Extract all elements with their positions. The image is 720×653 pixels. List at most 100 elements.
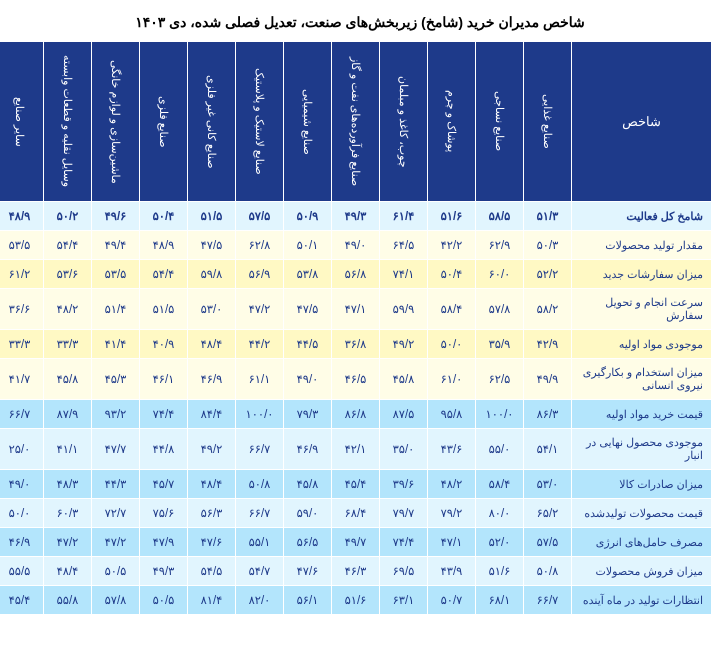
cell-value: ۵۰/۸ bbox=[524, 557, 572, 586]
cell-value: ۴۸/۹ bbox=[0, 202, 44, 231]
cell-value: ۶۹/۵ bbox=[380, 557, 428, 586]
cell-value: ۵۷/۸ bbox=[476, 289, 524, 330]
cell-value: ۵۵/۱ bbox=[236, 528, 284, 557]
cell-value: ۴۳/۶ bbox=[428, 429, 476, 470]
cell-value: ۱۰۰/۰ bbox=[236, 400, 284, 429]
cell-value: ۵۹/۰ bbox=[284, 499, 332, 528]
cell-value: ۸۷/۵ bbox=[380, 400, 428, 429]
cell-value: ۶۲/۸ bbox=[236, 231, 284, 260]
cell-value: ۵۰/۱ bbox=[284, 231, 332, 260]
cell-value: ۷۲/۷ bbox=[92, 499, 140, 528]
cell-value: ۴۷/۶ bbox=[188, 528, 236, 557]
row-label: مصرف حامل‌های انرژی bbox=[572, 528, 712, 557]
cell-value: ۷۴/۴ bbox=[140, 400, 188, 429]
cell-value: ۸۶/۳ bbox=[524, 400, 572, 429]
cell-value: ۴۸/۳ bbox=[44, 470, 92, 499]
row-label: مقدار تولید محصولات bbox=[572, 231, 712, 260]
cell-value: ۳۵/۰ bbox=[380, 429, 428, 470]
cell-value: ۴۵/۸ bbox=[284, 470, 332, 499]
cell-value: ۴۹/۰ bbox=[332, 231, 380, 260]
cell-value: ۷۴/۴ bbox=[380, 528, 428, 557]
cell-value: ۴۲/۹ bbox=[524, 330, 572, 359]
cell-value: ۵۴/۴ bbox=[140, 260, 188, 289]
cell-value: ۹۵/۸ bbox=[428, 400, 476, 429]
cell-value: ۵۴/۴ bbox=[44, 231, 92, 260]
row-label: میزان صادرات کالا bbox=[572, 470, 712, 499]
col-header: صنایع شیمیایی bbox=[284, 42, 332, 202]
cell-value: ۴۸/۴ bbox=[188, 330, 236, 359]
pmi-table: شاخص صنایع غذایی صنایع نساجی پوشاک و چرم… bbox=[0, 41, 712, 615]
col-header: صنایع فرآورده‌های نفت و گاز bbox=[332, 42, 380, 202]
cell-value: ۶۱/۲ bbox=[0, 260, 44, 289]
cell-value: ۷۹/۷ bbox=[380, 499, 428, 528]
table-body: شامخ کل فعالیت۵۱/۳۵۸/۵۵۱/۶۶۱/۴۴۹/۳۵۰/۹۵۷… bbox=[0, 202, 712, 615]
cell-value: ۵۸/۴ bbox=[476, 470, 524, 499]
cell-value: ۶۳/۱ bbox=[380, 586, 428, 615]
col-header: سایر صنایع bbox=[0, 42, 44, 202]
cell-value: ۶۰/۰ bbox=[476, 260, 524, 289]
cell-value: ۳۹/۶ bbox=[380, 470, 428, 499]
cell-value: ۵۰/۰ bbox=[428, 330, 476, 359]
cell-value: ۴۱/۱ bbox=[44, 429, 92, 470]
cell-value: ۵۱/۶ bbox=[476, 557, 524, 586]
cell-value: ۷۹/۲ bbox=[428, 499, 476, 528]
cell-value: ۴۷/۲ bbox=[236, 289, 284, 330]
cell-value: ۴۴/۳ bbox=[92, 470, 140, 499]
cell-value: ۴۵/۸ bbox=[380, 359, 428, 400]
cell-value: ۵۶/۹ bbox=[236, 260, 284, 289]
cell-value: ۵۵/۰ bbox=[476, 429, 524, 470]
table-row: مصرف حامل‌های انرژی۵۷/۵۵۲/۰۴۷/۱۷۴/۴۴۹/۷۵… bbox=[0, 528, 712, 557]
row-label: موجودی مواد اولیه bbox=[572, 330, 712, 359]
cell-value: ۵۷/۵ bbox=[236, 202, 284, 231]
cell-value: ۶۸/۱ bbox=[476, 586, 524, 615]
cell-value: ۴۰/۹ bbox=[140, 330, 188, 359]
cell-value: ۶۴/۵ bbox=[380, 231, 428, 260]
cell-value: ۴۷/۲ bbox=[92, 528, 140, 557]
col-header: صنایع کانی غیر فلزی bbox=[188, 42, 236, 202]
col-header: وسایل نقلیه و قطعات وابسته bbox=[44, 42, 92, 202]
cell-value: ۴۸/۴ bbox=[188, 470, 236, 499]
cell-value: ۵۰/۵ bbox=[92, 557, 140, 586]
col-header: صنایع لاستیک و پلاستیک bbox=[236, 42, 284, 202]
cell-value: ۴۶/۵ bbox=[332, 359, 380, 400]
cell-value: ۵۳/۰ bbox=[524, 470, 572, 499]
table-container: شاخص مدیران خرید (شامخ) زیربخش‌های صنعت،… bbox=[0, 0, 720, 623]
row-label: انتظارات تولید در ماه آینده bbox=[572, 586, 712, 615]
cell-value: ۵۰/۹ bbox=[284, 202, 332, 231]
cell-value: ۴۴/۸ bbox=[140, 429, 188, 470]
table-row: شامخ کل فعالیت۵۱/۳۵۸/۵۵۱/۶۶۱/۴۴۹/۳۵۰/۹۵۷… bbox=[0, 202, 712, 231]
row-label: سرعت انجام و تحویل سفارش bbox=[572, 289, 712, 330]
cell-value: ۶۲/۵ bbox=[476, 359, 524, 400]
cell-value: ۴۷/۱ bbox=[332, 289, 380, 330]
cell-value: ۸۴/۴ bbox=[188, 400, 236, 429]
cell-value: ۴۲/۱ bbox=[332, 429, 380, 470]
row-label: میزان فروش محصولات bbox=[572, 557, 712, 586]
table-row: انتظارات تولید در ماه آینده۶۶/۷۶۸/۱۵۰/۷۶… bbox=[0, 586, 712, 615]
cell-value: ۶۲/۹ bbox=[476, 231, 524, 260]
cell-value: ۵۵/۸ bbox=[44, 586, 92, 615]
cell-value: ۴۴/۵ bbox=[284, 330, 332, 359]
cell-value: ۴۵/۸ bbox=[44, 359, 92, 400]
cell-value: ۵۴/۷ bbox=[236, 557, 284, 586]
index-header: شاخص bbox=[572, 42, 712, 202]
cell-value: ۴۷/۱ bbox=[428, 528, 476, 557]
cell-value: ۵۹/۹ bbox=[380, 289, 428, 330]
cell-value: ۵۸/۲ bbox=[524, 289, 572, 330]
cell-value: ۸۲/۰ bbox=[236, 586, 284, 615]
cell-value: ۵۰/۳ bbox=[524, 231, 572, 260]
cell-value: ۴۶/۹ bbox=[188, 359, 236, 400]
cell-value: ۷۹/۳ bbox=[284, 400, 332, 429]
cell-value: ۳۳/۳ bbox=[0, 330, 44, 359]
cell-value: ۵۰/۲ bbox=[44, 202, 92, 231]
cell-value: ۴۸/۴ bbox=[44, 557, 92, 586]
cell-value: ۵۱/۴ bbox=[92, 289, 140, 330]
cell-value: ۴۹/۲ bbox=[188, 429, 236, 470]
cell-value: ۶۰/۳ bbox=[44, 499, 92, 528]
cell-value: ۴۷/۵ bbox=[188, 231, 236, 260]
cell-value: ۳۵/۹ bbox=[476, 330, 524, 359]
table-row: میزان فروش محصولات۵۰/۸۵۱/۶۴۳/۹۶۹/۵۴۶/۳۴۷… bbox=[0, 557, 712, 586]
cell-value: ۳۶/۸ bbox=[332, 330, 380, 359]
cell-value: ۴۶/۹ bbox=[284, 429, 332, 470]
cell-value: ۵۳/۸ bbox=[284, 260, 332, 289]
cell-value: ۵۶/۵ bbox=[284, 528, 332, 557]
